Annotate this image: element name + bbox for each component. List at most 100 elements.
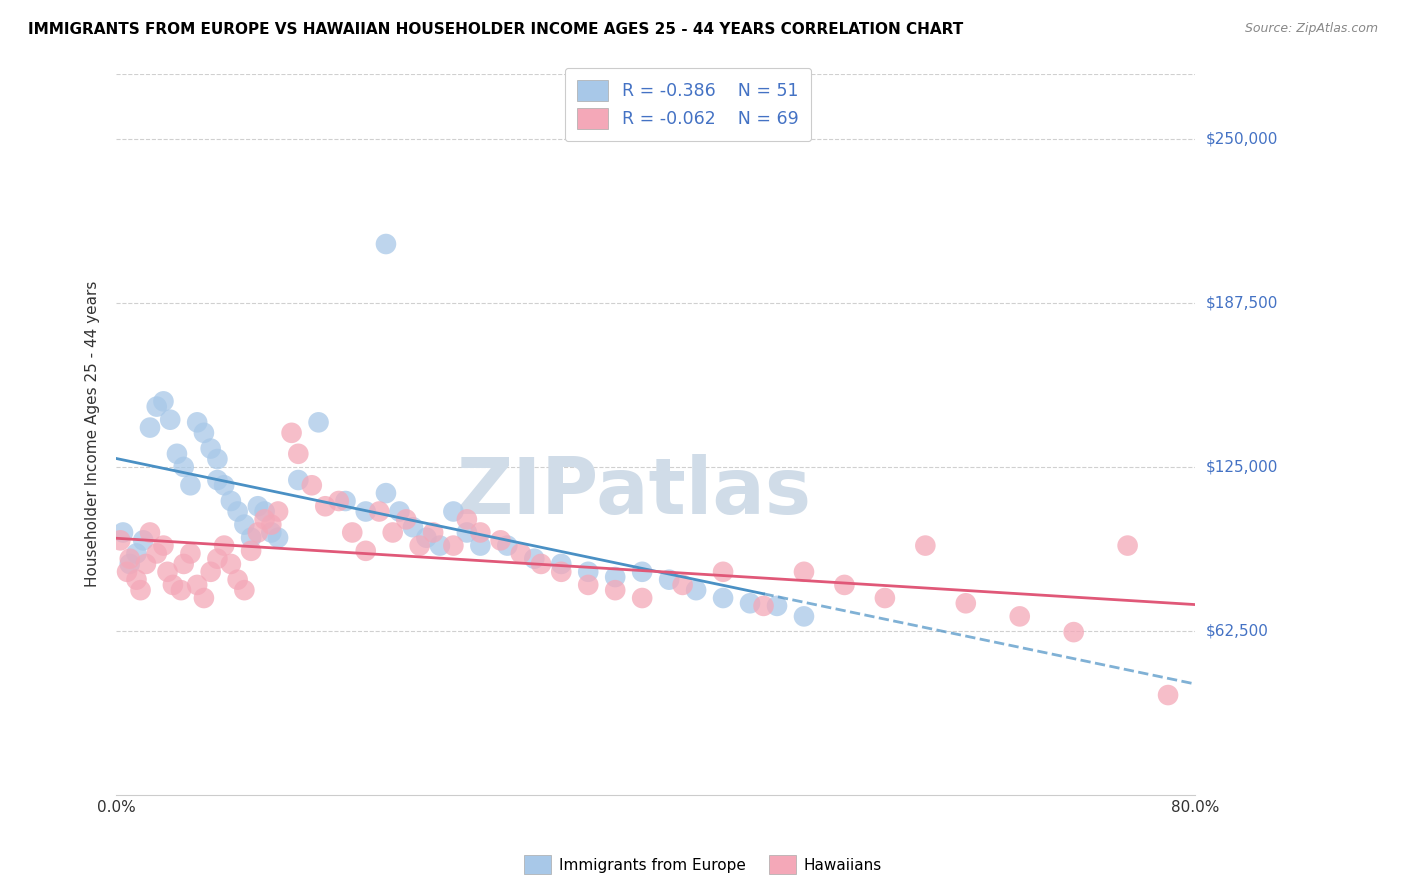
Point: [186, 578, 208, 592]
Point: [470, 539, 492, 553]
Point: [260, 517, 283, 532]
Text: IMMIGRANTS FROM EUROPE VS HAWAIIAN HOUSEHOLDER INCOME AGES 25 - 44 YEARS CORRELA: IMMIGRANTS FROM EUROPE VS HAWAIIAN HOUSE…: [28, 22, 963, 37]
Point: [240, 544, 263, 558]
Point: [179, 478, 201, 492]
Text: $187,500: $187,500: [1206, 295, 1278, 310]
Point: [173, 459, 195, 474]
Point: [115, 565, 138, 579]
Point: [550, 557, 572, 571]
Point: [530, 557, 553, 571]
Point: [470, 525, 492, 540]
Point: [415, 531, 437, 545]
Point: [186, 415, 208, 429]
Point: [152, 539, 174, 553]
Point: [207, 551, 229, 566]
Point: [422, 525, 444, 540]
Point: [193, 425, 215, 440]
Point: [1157, 688, 1180, 702]
Point: [240, 531, 263, 545]
Point: [738, 596, 761, 610]
Point: [200, 442, 222, 456]
Point: [711, 565, 734, 579]
Point: [253, 504, 276, 518]
Point: [456, 525, 478, 540]
Point: [354, 504, 377, 518]
Point: [752, 599, 775, 613]
Point: [509, 546, 531, 560]
Y-axis label: Householder Income Ages 25 - 44 years: Householder Income Ages 25 - 44 years: [86, 281, 100, 587]
Point: [280, 425, 302, 440]
Point: [793, 609, 815, 624]
Point: [118, 557, 141, 571]
Point: [139, 420, 162, 434]
Point: [125, 546, 148, 560]
Point: [368, 504, 391, 518]
Point: [287, 473, 309, 487]
Point: [212, 478, 235, 492]
Point: [388, 504, 411, 518]
Point: [1116, 539, 1139, 553]
Point: [914, 539, 936, 553]
Text: Source: ZipAtlas.com: Source: ZipAtlas.com: [1244, 22, 1378, 36]
Point: [111, 525, 134, 540]
Point: [226, 573, 249, 587]
Point: [267, 531, 290, 545]
Point: [375, 237, 398, 252]
Point: [145, 400, 167, 414]
Point: [496, 539, 519, 553]
Text: $125,000: $125,000: [1206, 459, 1278, 475]
Point: [834, 578, 856, 592]
Point: [135, 557, 157, 571]
Point: [132, 533, 155, 548]
Point: [246, 525, 269, 540]
Point: [658, 573, 681, 587]
Point: [793, 565, 815, 579]
Point: [287, 447, 309, 461]
Point: [766, 599, 789, 613]
Point: [631, 565, 654, 579]
Point: [219, 494, 242, 508]
Point: [193, 591, 215, 605]
Point: [873, 591, 896, 605]
Point: [1008, 609, 1031, 624]
Point: [246, 500, 269, 514]
Text: $62,500: $62,500: [1206, 624, 1270, 639]
Point: [335, 494, 357, 508]
Point: [260, 525, 283, 540]
Point: [233, 517, 256, 532]
Point: [162, 578, 184, 592]
Point: [308, 415, 330, 429]
Point: [408, 539, 430, 553]
Point: [441, 504, 464, 518]
Point: [955, 596, 977, 610]
Point: [489, 533, 512, 548]
Point: [314, 500, 336, 514]
Point: [711, 591, 734, 605]
Text: $250,000: $250,000: [1206, 132, 1278, 146]
Point: [441, 539, 464, 553]
Point: [253, 512, 276, 526]
Point: [129, 583, 152, 598]
Point: [212, 539, 235, 553]
Point: [170, 583, 193, 598]
Point: [166, 447, 188, 461]
Point: [159, 413, 181, 427]
Point: [402, 520, 425, 534]
Point: [672, 578, 695, 592]
Point: [156, 565, 179, 579]
Point: [342, 525, 364, 540]
Point: [429, 539, 451, 553]
Point: [381, 525, 404, 540]
Point: [456, 512, 478, 526]
Point: [267, 504, 290, 518]
Point: [523, 551, 546, 566]
Text: ZIPatlas: ZIPatlas: [457, 454, 811, 530]
Point: [145, 546, 167, 560]
Point: [118, 551, 141, 566]
Point: [576, 565, 599, 579]
Point: [395, 512, 418, 526]
Legend: Immigrants from Europe, Hawaiians: Immigrants from Europe, Hawaiians: [517, 849, 889, 880]
Legend: R = -0.386    N = 51, R = -0.062    N = 69: R = -0.386 N = 51, R = -0.062 N = 69: [565, 68, 811, 142]
Point: [605, 583, 627, 598]
Point: [631, 591, 654, 605]
